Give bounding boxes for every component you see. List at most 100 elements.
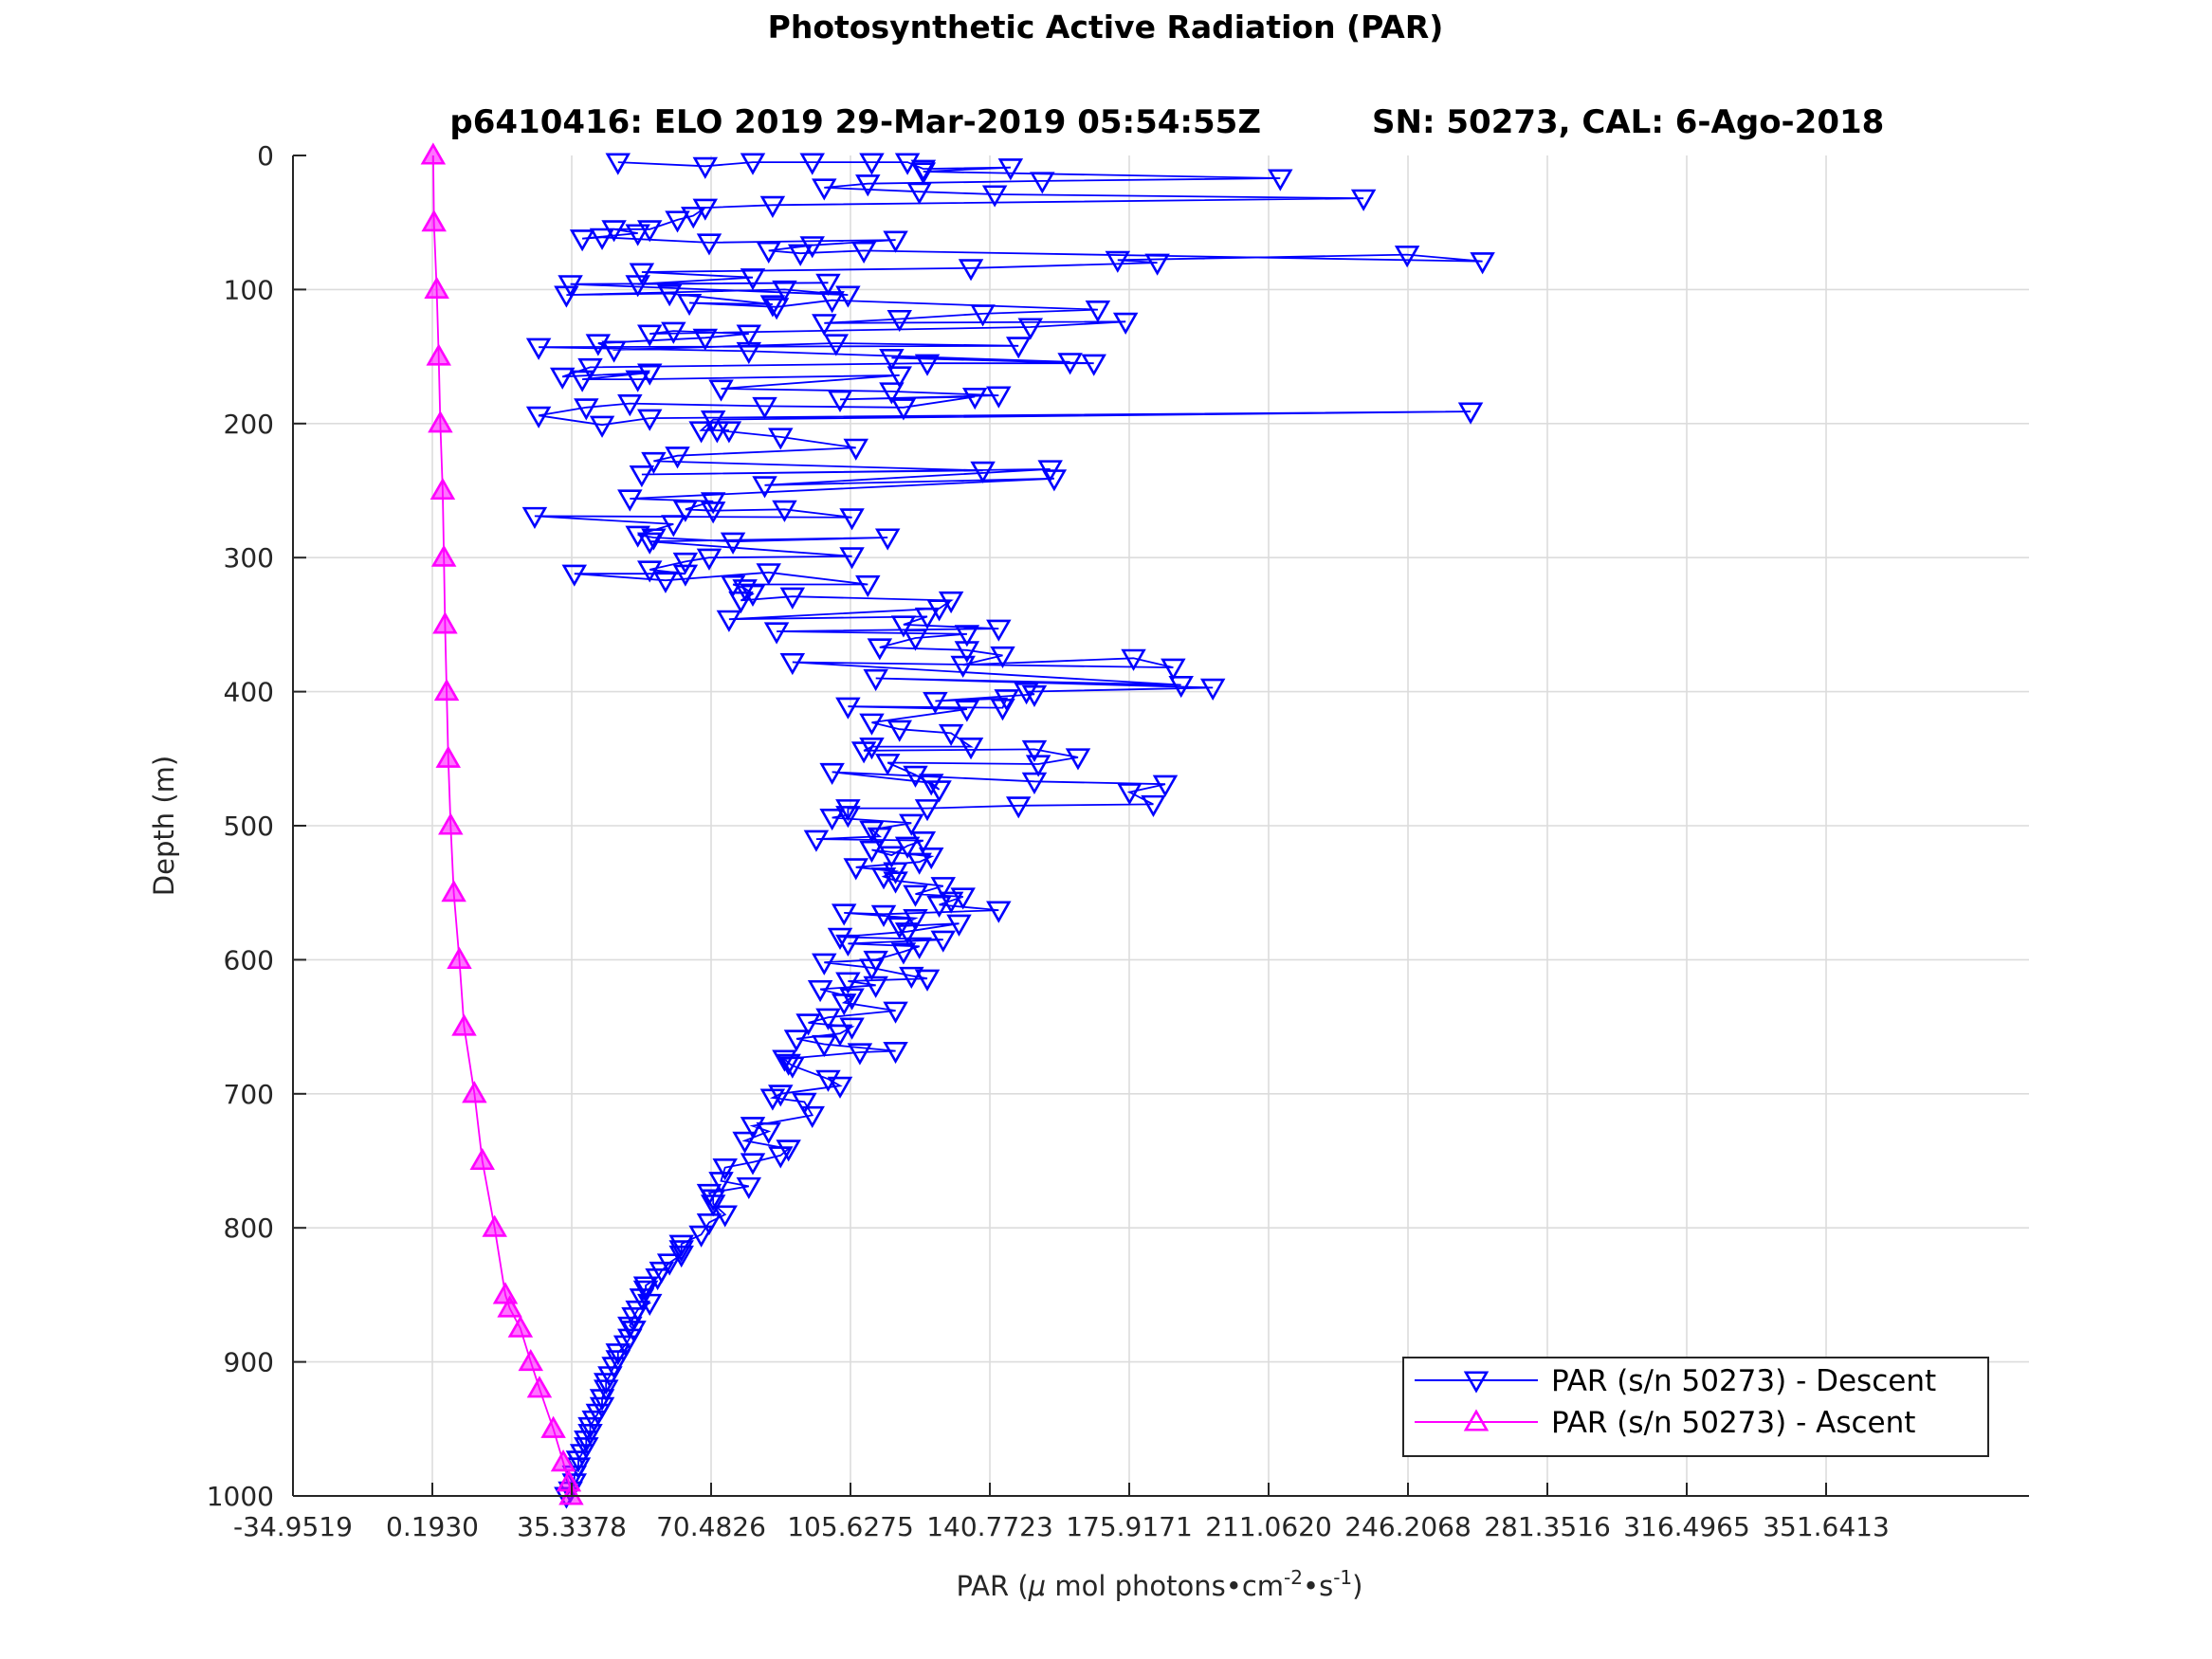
data-point-marker [605,1343,631,1366]
x-tick-label: 0.1930 [386,1511,479,1542]
data-point-marker [954,700,980,722]
data-point-marker [656,284,683,307]
data-point-marker [1144,253,1170,276]
data-point-marker [759,295,786,318]
data-point-marker [1199,678,1226,701]
data-point-marker [839,1017,865,1040]
data-point-marker [986,901,1012,923]
data-point-marker [827,1076,853,1099]
data-point-marker [1030,172,1055,194]
data-point-marker [768,1146,794,1169]
data-point-marker [827,927,853,950]
x-ticks: -34.9519 0.1930 35.3378 70.4826 105.6275 140.… [233,1483,1890,1542]
data-point-marker [981,185,1008,208]
data-point-marker [1112,312,1139,335]
x-tick-label: 281.3516 [1484,1511,1611,1542]
data-point-marker [850,241,877,264]
data-point-marker [549,367,576,390]
x-tick-label: -34.9519 [233,1511,353,1542]
data-point-marker [577,1416,603,1440]
data-point-marker [831,903,857,926]
data-point-marker [890,615,917,638]
y-tick-label: 300 [224,542,274,574]
data-point-marker [672,564,699,587]
data-point-marker [569,370,595,392]
data-point-marker [708,379,734,402]
data-point-marker [550,1449,576,1472]
data-point-marker [637,363,663,386]
data-point-marker [1021,684,1048,708]
data-point-marker [879,846,905,868]
data-point-marker [696,233,722,256]
data-point-marker [835,972,861,994]
data-point-marker [1025,755,1051,777]
data-point-marker [958,259,984,282]
data-point-marker [736,1176,762,1199]
y-tick-label: 900 [224,1347,274,1378]
data-point-marker [918,847,944,870]
data-point-marker [1065,748,1091,771]
chart-subtitle-right: SN: 50273, CAL: 6-Ago-2018 [1372,103,1884,141]
data-point-marker [843,438,868,461]
y-tick-label: 200 [224,409,274,440]
data-point-marker [696,548,722,571]
data-point-marker [641,528,667,551]
data-point-marker [859,820,885,843]
data-point-marker [625,224,650,246]
data-point-marker [776,1053,801,1076]
data-point-marker [430,477,456,501]
data-point-marker [926,895,952,919]
data-point-marker [1005,337,1032,359]
data-point-marker [589,228,615,250]
data-point-marker [681,207,706,229]
data-point-marker [855,174,881,197]
data-point-marker [574,1431,599,1453]
y-ticks: 0 100 200 300 400 500 600 700 800 900 1000 [207,140,306,1512]
data-point-marker [827,1024,853,1047]
data-point-marker [776,1139,801,1162]
data-point-marker [906,182,932,205]
data-point-marker [899,813,924,836]
plot-area [420,142,1495,1509]
data-point-marker [1105,250,1131,273]
data-point-marker [779,1056,806,1079]
data-point-marker [652,571,679,593]
data-point-marker [752,396,777,420]
data-point-marker [894,922,921,945]
data-point-marker [779,652,806,676]
data-point-marker [756,563,781,586]
data-point-marker [1081,354,1106,376]
data-point-marker [970,304,996,327]
data-point-marker [887,309,912,333]
data-point-marker [986,386,1012,409]
data-point-marker [1021,739,1048,763]
data-point-marker [736,324,762,347]
data-point-marker [424,276,449,299]
data-point-marker [835,806,861,829]
data-point-marker [768,1085,794,1107]
data-point-marker [835,697,861,720]
data-point-marker [740,1117,766,1139]
data-point-marker [827,390,853,412]
data-point-marker [625,275,650,298]
data-point-marker [954,625,980,647]
data-point-marker [879,382,905,405]
data-point-marker [525,337,552,360]
data-point-marker [1117,783,1143,806]
data-point-marker [863,668,888,692]
x-label-dot: •s [1303,1570,1333,1602]
data-point-marker [756,241,781,264]
legend: PAR (s/n 50273) - Descent PAR (s/n 50273)… [1402,1357,1989,1457]
data-point-marker [899,966,924,989]
data-point-marker [665,447,690,469]
data-point-marker [910,159,937,182]
series-descent [521,153,1495,1509]
data-point-marker [589,415,615,438]
data-point-marker [867,638,893,661]
data-point-marker [668,1234,694,1257]
data-point-marker [672,500,699,522]
data-point-marker [867,827,893,849]
data-point-marker [819,762,845,786]
data-point-marker [970,461,996,483]
